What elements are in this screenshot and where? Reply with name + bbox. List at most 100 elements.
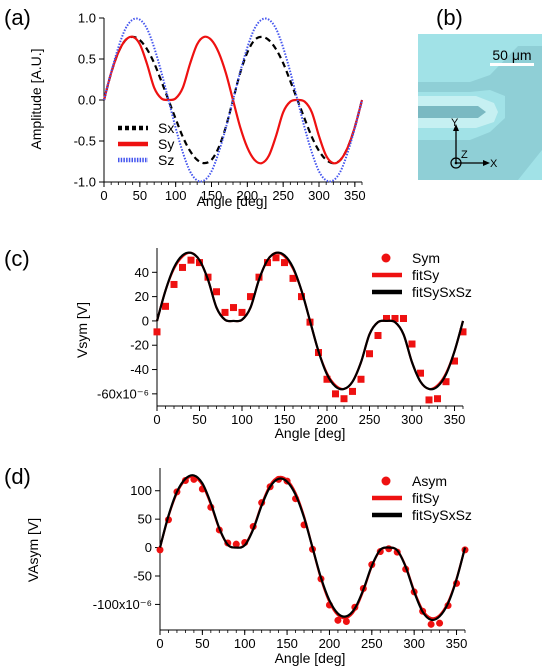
legend-marker (381, 476, 391, 486)
y-tick-label: 0.5 (78, 52, 96, 67)
data-point (342, 617, 350, 625)
y-tick-label: 1.0 (78, 11, 96, 26)
x-tick-label: 100 (165, 188, 187, 203)
y-axis-title-d: VAsym [V] (25, 518, 41, 582)
y-tick-label: 40 (135, 265, 149, 280)
x-tick-label: 0 (156, 636, 163, 651)
micrograph-image: 50 μm Y Z X (418, 34, 542, 180)
data-point (179, 263, 186, 271)
panel-label-a: (a) (4, 5, 31, 30)
y-tick-label: -20 (130, 338, 149, 353)
legend-label-asym: Asym (412, 473, 447, 489)
data-point (232, 540, 240, 548)
data-point (357, 375, 365, 383)
device-strip (418, 106, 486, 118)
legend-label-sym: Sym (412, 250, 440, 266)
data-point (272, 254, 280, 262)
panel-b: (b) 50 μm Y Z X (418, 5, 542, 180)
x-tick-label: 50 (133, 188, 147, 203)
triad-label-y: Y (451, 117, 459, 129)
device-electrode (418, 46, 542, 180)
series-line-fitsysxsz (158, 474, 467, 622)
x-tick-label: 100 (231, 412, 253, 427)
x-tick-label: 150 (274, 412, 296, 427)
x-tick-label: 300 (308, 188, 330, 203)
data-point (427, 620, 435, 628)
triad-z-dot (454, 161, 458, 165)
legend-label-fitsy: fitSy (412, 267, 439, 283)
data-point (442, 378, 450, 386)
triad-label-x: X (490, 158, 498, 170)
x-tick-label: 150 (201, 188, 223, 203)
data-point (213, 288, 220, 296)
x-tick-label: 350 (446, 636, 468, 651)
series-line-fitsysxsz (155, 251, 465, 391)
x-tick-label: 50 (192, 412, 206, 427)
x-tick-label: 300 (403, 636, 425, 651)
data-point (298, 293, 305, 301)
y-tick-label: -100x10⁻⁶ (93, 597, 152, 612)
x-axis-title-d: Angle [deg] (275, 650, 346, 666)
y-tick-label: -0.5 (74, 134, 96, 149)
legend-label-sy: Sy (158, 136, 174, 152)
x-tick-label: 250 (361, 636, 383, 651)
x-tick-label: 0 (153, 412, 160, 427)
y-tick-label: -40 (130, 362, 149, 377)
x-tick-label: 350 (444, 412, 466, 427)
y-axis-title-c: Vsym [V] (74, 302, 90, 358)
x-tick-label: 300 (401, 412, 423, 427)
legend-label-fitsysxsz: fitSySxSz (412, 507, 472, 523)
y-tick-label: 50 (138, 512, 152, 527)
scalebar (490, 63, 534, 66)
x-tick-label: 200 (319, 636, 341, 651)
y-tick-label: 0.0 (78, 93, 96, 108)
panel-label-b: (b) (436, 5, 463, 30)
data-point (230, 304, 237, 312)
data-point (436, 619, 444, 627)
data-point (400, 314, 407, 322)
x-tick-label: 200 (236, 188, 258, 203)
y-tick-label: -60x10⁻⁶ (97, 386, 149, 401)
y-tick-label: 20 (135, 289, 149, 304)
x-tick-label: 150 (276, 636, 298, 651)
x-tick-label: 50 (195, 636, 209, 651)
data-point (289, 274, 297, 282)
legend-label-sx: Sx (158, 120, 174, 136)
x-tick-label: 200 (316, 412, 338, 427)
data-point (340, 395, 348, 403)
data-point (434, 395, 441, 403)
data-point (221, 308, 229, 316)
y-tick-label: -50 (133, 569, 152, 584)
data-point (162, 302, 169, 310)
data-point (247, 293, 254, 301)
data-point (459, 328, 467, 336)
x-tick-label: 350 (344, 188, 366, 203)
data-point (170, 280, 178, 288)
data-point (156, 546, 164, 554)
data-point (366, 350, 373, 358)
y-tick-label: 100 (130, 483, 152, 498)
x-axis-title-c: Angle [deg] (275, 425, 346, 441)
data-point (153, 328, 161, 336)
data-point (451, 357, 458, 365)
data-point (323, 375, 331, 383)
panel-label-c: (c) (4, 246, 30, 271)
triad-z-symbol (450, 157, 462, 169)
x-tick-label: 250 (359, 412, 381, 427)
series-line-sz (103, 17, 363, 183)
panel-label-d: (d) (4, 464, 31, 489)
triad-x-arrowhead (483, 160, 490, 166)
data-point (374, 332, 382, 340)
data-point (417, 369, 424, 377)
data-point (349, 387, 356, 395)
data-point (334, 616, 342, 624)
legend-label-fitsy: fitSy (412, 490, 439, 506)
legend-label-fitsysxsz: fitSySxSz (412, 284, 472, 300)
data-point (332, 390, 339, 398)
panel-d: (d) VAsym [V] Angle [deg] 0 50 100 150 200 25… (4, 464, 472, 666)
panel-a: (a) Amplitude [A.U.] Angle [deg] 0 50 100 1… (4, 5, 366, 209)
y-axis-title-a: Amplitude [A.U.] (28, 48, 44, 149)
scalebar-label: 50 μm (492, 47, 531, 63)
y-tick-label: 0 (145, 540, 152, 555)
